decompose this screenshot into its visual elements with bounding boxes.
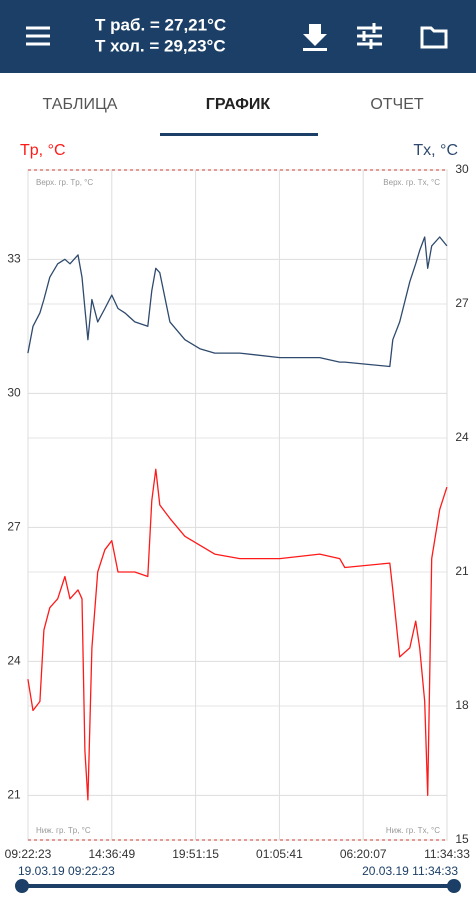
y-tick-label: 24 bbox=[7, 654, 21, 668]
x-tick-label: 11:34:33 bbox=[424, 847, 470, 861]
tab[interactable]: ОТЧЕТ bbox=[370, 96, 424, 113]
y2-tick-label: 27 bbox=[455, 296, 469, 310]
limit-annotation: Верх. гр. Tр, °C bbox=[36, 178, 93, 187]
tab-bar bbox=[0, 73, 476, 137]
x-tick-label: 14:36:49 bbox=[88, 847, 135, 861]
plot-frame bbox=[27, 169, 448, 841]
tab-active[interactable]: ГРАФИК bbox=[206, 96, 271, 113]
y-tick-label: 27 bbox=[7, 520, 21, 534]
download-button[interactable] bbox=[303, 24, 327, 51]
limit-annotation: Ниж. гр. Tр, °C bbox=[36, 826, 91, 835]
settings-button[interactable] bbox=[357, 23, 382, 49]
x-tick-label: 06:20:07 bbox=[340, 847, 387, 861]
range-end: 20.03.19 11:34:33 bbox=[362, 864, 458, 878]
range-handle-end[interactable] bbox=[447, 879, 461, 893]
y2-tick-label: 30 bbox=[455, 162, 469, 176]
limit-annotation: Ниж. гр. Tх, °C bbox=[386, 826, 440, 835]
tab-indicator bbox=[160, 133, 318, 136]
y2-tick-label: 15 bbox=[455, 832, 469, 846]
cold-temp: Т хол. = 29,23°C bbox=[95, 36, 226, 55]
y2-tick-label: 18 bbox=[455, 698, 469, 712]
y-tick-label: 33 bbox=[7, 252, 21, 266]
x-tick-label: 09:22:23 bbox=[5, 847, 52, 861]
series-line bbox=[27, 236, 448, 368]
x-tick-label: 19:51:15 bbox=[172, 847, 219, 861]
x-tick-label: 01:05:41 bbox=[256, 847, 303, 861]
app-bar bbox=[0, 0, 476, 73]
menu-button[interactable] bbox=[26, 26, 50, 46]
series-line bbox=[27, 468, 448, 801]
working-temp: Т раб. = 27,21°C bbox=[95, 15, 226, 34]
range-handle-start[interactable] bbox=[15, 879, 29, 893]
y-axis-title: Tр, °C bbox=[20, 142, 66, 159]
limit-annotation: Верх. гр. Tх, °C bbox=[383, 178, 440, 187]
tab[interactable]: ТАБЛИЦА bbox=[43, 96, 118, 113]
y-tick-label: 30 bbox=[7, 386, 21, 400]
y2-tick-label: 21 bbox=[455, 564, 469, 578]
folder-button[interactable] bbox=[420, 26, 448, 49]
y2-tick-label: 24 bbox=[455, 430, 469, 444]
y2-axis-title: Tх, °C bbox=[413, 142, 458, 159]
range-start: 19.03.19 09:22:23 bbox=[18, 864, 115, 878]
y-tick-label: 21 bbox=[7, 788, 21, 802]
plot: 21 24 27 30 33 15 18 21 24 27 30 09:22:23 14:36:49 19… bbox=[5, 162, 471, 861]
